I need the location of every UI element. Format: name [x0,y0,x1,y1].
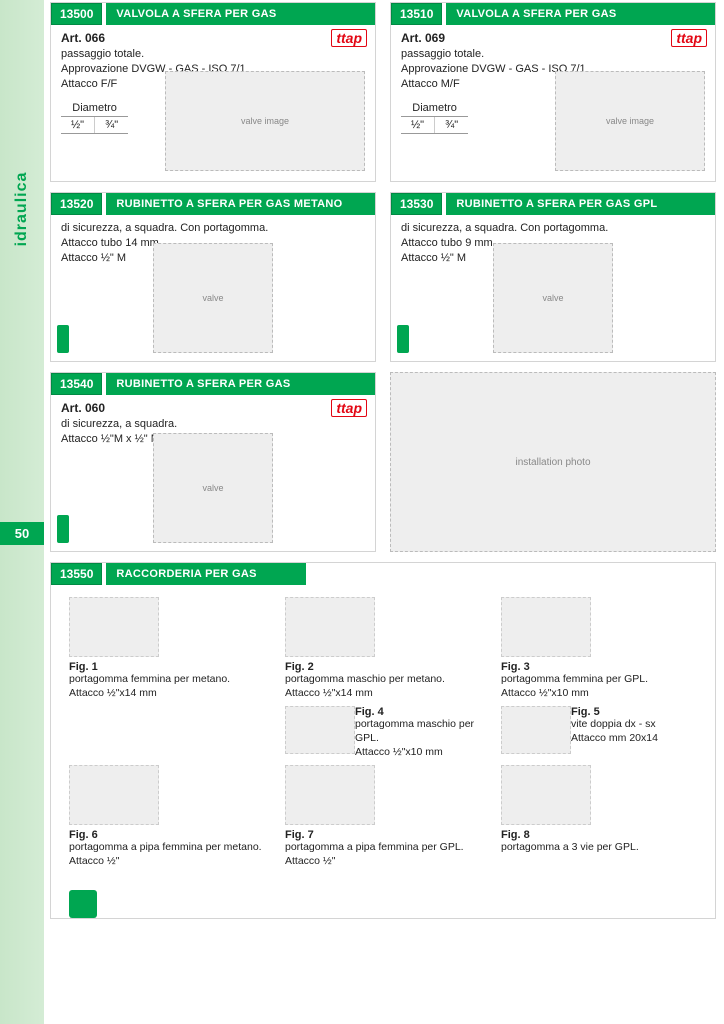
context-photo: installation photo [390,372,716,552]
fitting-item: Fig. 3 portagomma femmina per GPL. Attac… [501,597,697,700]
page-number: 50 [0,522,44,545]
fitting-fig: Fig. 1 [69,661,265,673]
fitting-item: Fig. 8 portagomma a 3 vie per GPL. [501,765,697,868]
product-image: valve [493,243,613,353]
card-13520: 13520 RUBINETTO A SFERA PER GAS METANO d… [50,192,376,362]
product-code: 13550 [51,563,102,585]
dia-header: Diametro [401,100,468,117]
fitting-desc: portagomma a pipa femmina per metano. At… [69,841,265,868]
fitting-image [285,765,375,825]
fitting-item: Fig. 5 vite doppia dx - sx Attacco mm 20… [501,706,697,759]
brand-badge: ttap [671,29,707,47]
fitting-image [501,597,591,657]
dia-val: ½" [401,116,435,133]
product-code: 13520 [51,193,102,215]
product-title: VALVOLA A SFERA PER GAS [446,3,715,25]
fitting-item: Fig. 7 portagomma a pipa femmina per GPL… [285,765,481,868]
fitting-image [285,706,355,754]
fitting-fig: Fig. 7 [285,829,481,841]
brand-badge: ttap [331,399,367,417]
fitting-image [501,706,571,754]
fitting-desc: vite doppia dx - sx Attacco mm 20x14 [571,718,658,745]
product-image: valve image [165,71,365,171]
fitting-image [69,765,159,825]
dia-val: ¾" [95,116,129,133]
product-code: 13500 [51,3,102,25]
article-number: Art. 060 [61,401,365,415]
article-number: Art. 066 [61,31,365,45]
side-rail: idraulica 50 [0,0,44,1024]
dia-val: ¾" [435,116,469,133]
diameter-table: Diametro ½" ¾" [401,100,468,134]
card-13510: 13510 VALVOLA A SFERA PER GAS ttap Art. … [390,2,716,182]
cert-badge-icon [57,325,69,353]
cert-badge-icon [69,890,97,918]
fitting-desc: portagomma femmina per metano. Attacco ½… [69,673,265,700]
fitting-fig: Fig. 8 [501,829,697,841]
fitting-item: Fig. 1 portagomma femmina per metano. At… [69,597,265,700]
product-code: 13510 [391,3,442,25]
product-image: valve image [555,71,705,171]
fitting-item: Fig. 6 portagomma a pipa femmina per met… [69,765,265,868]
product-image: valve [153,243,273,353]
product-title: RUBINETTO A SFERA PER GAS METANO [106,193,375,215]
fitting-item: Fig. 2 portagomma maschio per metano. At… [285,597,481,700]
card-13530: 13530 RUBINETTO A SFERA PER GAS GPL di s… [390,192,716,362]
fitting-image [69,597,159,657]
cert-badge-icon [57,515,69,543]
fitting-fig: Fig. 5 [571,706,658,718]
fitting-desc: portagomma a pipa femmina per GPL. Attac… [285,841,481,868]
fitting-desc: portagomma femmina per GPL. Attacco ½"x1… [501,673,697,700]
product-title: RUBINETTO A SFERA PER GAS [106,373,375,395]
section-label: idraulica [13,172,31,247]
fitting-desc: portagomma a 3 vie per GPL. [501,841,697,855]
card-13550: 13550 RACCORDERIA PER GAS Fig. 1 portago… [50,562,716,919]
product-code: 13530 [391,193,442,215]
content-area: 13500 VALVOLA A SFERA PER GAS ttap Art. … [44,0,724,1024]
fitting-fig: Fig. 2 [285,661,481,673]
card-13500: 13500 VALVOLA A SFERA PER GAS ttap Art. … [50,2,376,182]
product-code: 13540 [51,373,102,395]
dia-header: Diametro [61,100,128,117]
fitting-image [285,597,375,657]
fitting-item: Fig. 4 portagomma maschio per GPL. Attac… [285,706,481,759]
product-image: valve [153,433,273,543]
fitting-desc: portagomma maschio per GPL. Attacco ½"x1… [355,718,481,759]
fitting-image [501,765,591,825]
fitting-fig: Fig. 4 [355,706,481,718]
dia-val: ½" [61,116,95,133]
diameter-table: Diametro ½" ¾" [61,100,128,134]
product-title: RUBINETTO A SFERA PER GAS GPL [446,193,715,215]
brand-badge: ttap [331,29,367,47]
card-13540: 13540 RUBINETTO A SFERA PER GAS ttap Art… [50,372,376,552]
fitting-fig: Fig. 3 [501,661,697,673]
fitting-fig: Fig. 6 [69,829,265,841]
fitting-desc: portagomma maschio per metano. Attacco ½… [285,673,481,700]
product-title: RACCORDERIA PER GAS [106,563,306,585]
product-title: VALVOLA A SFERA PER GAS [106,3,375,25]
article-number: Art. 069 [401,31,705,45]
cert-badge-icon [397,325,409,353]
